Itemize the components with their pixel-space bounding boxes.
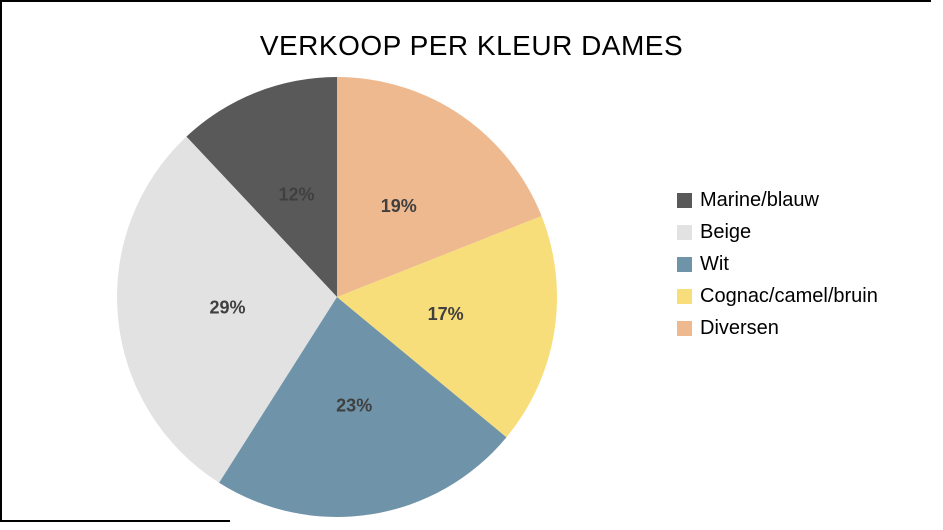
- legend-swatch-cognac-camel-bruin: [677, 288, 692, 304]
- slice-label-diversen: 19%: [381, 196, 417, 216]
- legend-label: Wit: [700, 253, 729, 275]
- pie-slice-beige[interactable]: [117, 136, 337, 483]
- legend-swatch-beige: [677, 224, 692, 240]
- pie-slice-cognac-camel-bruin[interactable]: [337, 216, 557, 438]
- chart-title: VERKOOP PER KLEUR DAMES: [259, 30, 684, 61]
- chart-legend: Marine/blauw Beige Wit Cognac/camel/bruin Di…: [677, 184, 878, 344]
- legend-swatch-marine-blauw: [677, 192, 692, 208]
- chart-border-bottom: [0, 520, 230, 522]
- legend-label: Cognac/camel/bruin: [700, 285, 878, 307]
- pie-slice-diversen[interactable]: [337, 76, 542, 297]
- slice-label-cognac-camel-bruin: 17%: [428, 304, 464, 324]
- slice-label-wit: 23%: [336, 396, 372, 416]
- legend-swatch-wit: [677, 256, 692, 272]
- legend-label: Marine/blauw: [700, 189, 819, 211]
- legend-item-wit[interactable]: Wit: [677, 248, 878, 280]
- legend-item-cognac-camel-bruin[interactable]: Cognac/camel/bruin: [677, 280, 878, 312]
- legend-item-beige[interactable]: Beige: [677, 216, 878, 248]
- legend-label: Diversen: [700, 317, 779, 339]
- pie-slice-marine-blauw[interactable]: [186, 77, 337, 297]
- legend-item-diversen[interactable]: Diversen: [677, 312, 878, 344]
- legend-swatch-diversen: [677, 320, 692, 336]
- slice-label-marine-blauw: 12%: [278, 185, 314, 205]
- pie-slice-wit[interactable]: [219, 297, 507, 517]
- chart-border-top: [0, 0, 931, 2]
- chart-border-left: [0, 0, 2, 522]
- slice-label-beige: 29%: [209, 297, 245, 317]
- legend-label: Beige: [700, 221, 752, 243]
- legend-item-marine-blauw[interactable]: Marine/blauw: [677, 184, 878, 216]
